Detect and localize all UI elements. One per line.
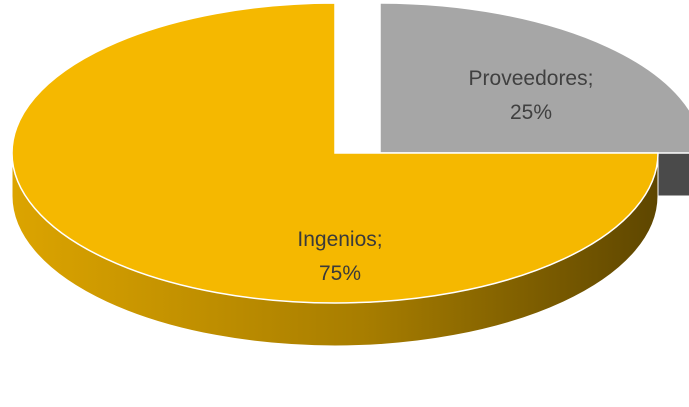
data-label-ingenios-name: Ingenios; (297, 228, 382, 251)
pie-slices (11, 2, 689, 347)
data-labels: Proveedores; 25% Ingenios; 75% (297, 67, 593, 285)
data-label-proveedores-name: Proveedores; (469, 67, 594, 90)
slice-ingenios (11, 2, 659, 304)
data-label-ingenios-value: 75% (319, 262, 361, 285)
data-label-proveedores-value: 25% (510, 101, 552, 124)
slice-proveedores (379, 2, 689, 154)
